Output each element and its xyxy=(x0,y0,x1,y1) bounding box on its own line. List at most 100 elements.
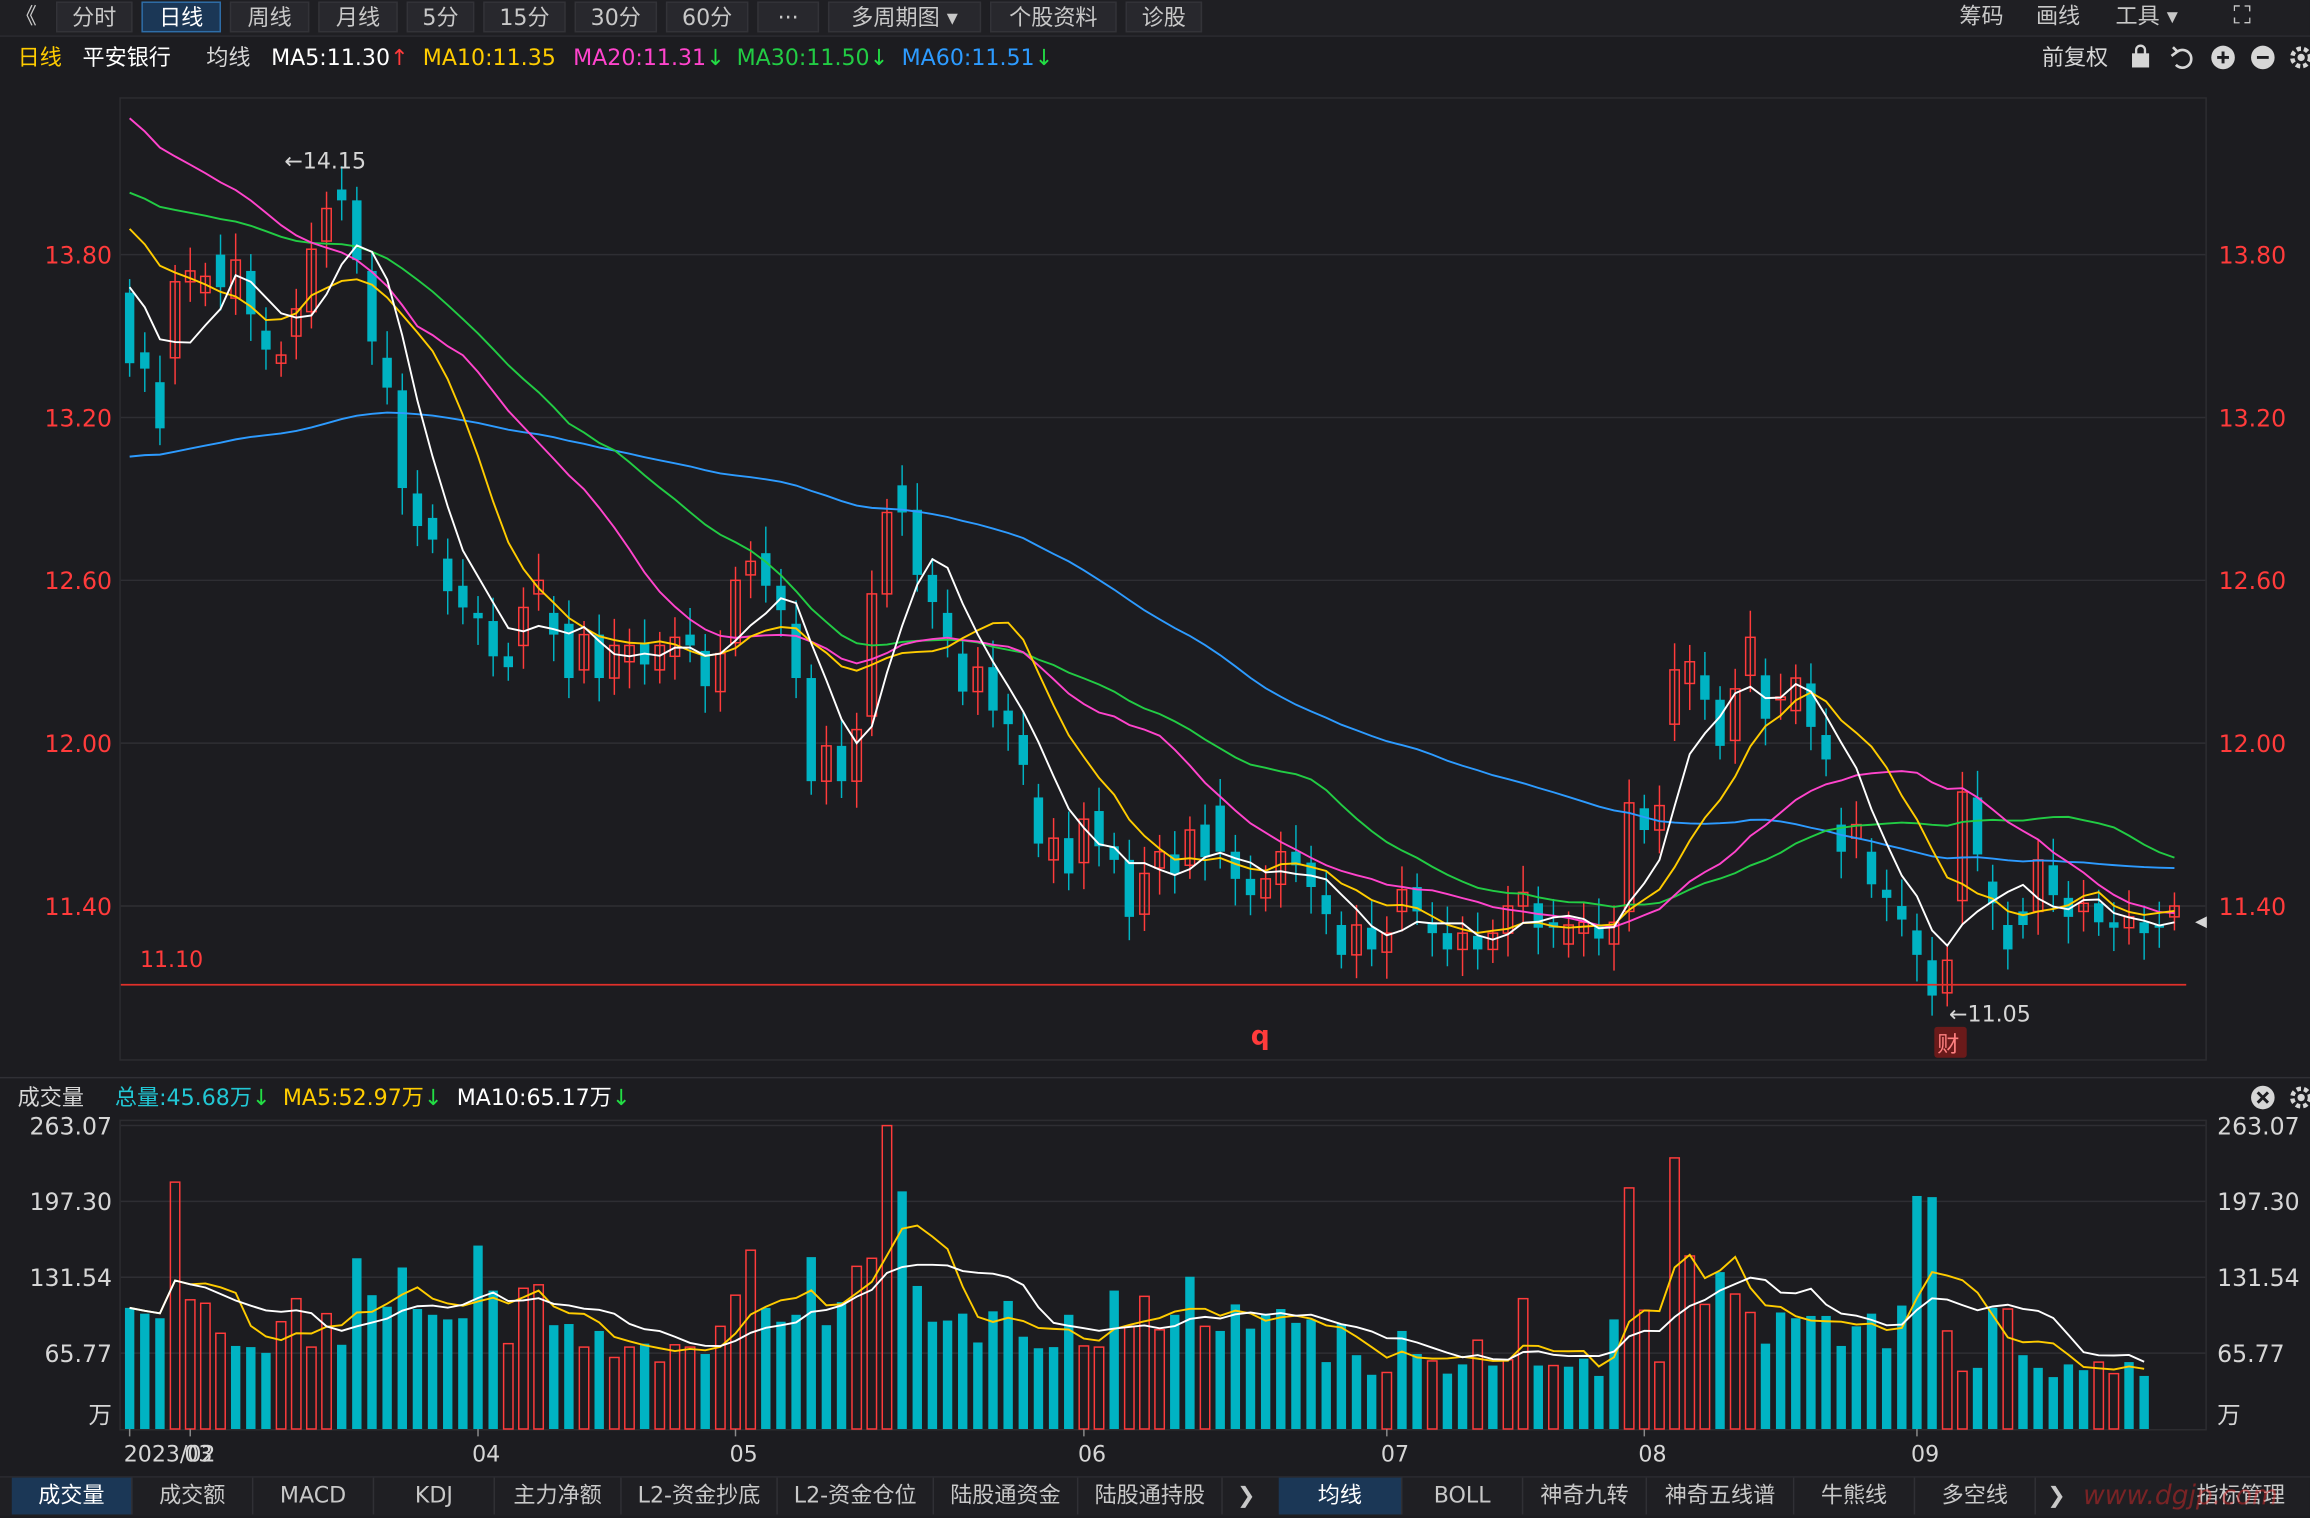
volume-bar-down xyxy=(230,1345,241,1430)
candle-down xyxy=(1715,699,1725,746)
candle-down xyxy=(1987,881,1998,904)
volume-bar-up xyxy=(184,1299,196,1430)
candle-up xyxy=(1563,924,1575,945)
tab-60min[interactable]: 60分 xyxy=(665,1,749,33)
plus-icon[interactable] xyxy=(2211,45,2235,70)
ma20-line xyxy=(129,117,2175,928)
indicator-northbound-fund[interactable]: 陆股通资金 xyxy=(934,1477,1079,1515)
indicator-turnover[interactable]: 成交额 xyxy=(133,1477,254,1515)
volume-bar-down xyxy=(1881,1348,1892,1430)
indicator-manage-button[interactable]: 指标管理 xyxy=(2196,1482,2285,1509)
volume-bar-up xyxy=(1699,1303,1711,1430)
x-axis-label: 03 xyxy=(184,1441,212,1467)
indicator-northbound-hold[interactable]: 陆股通持股 xyxy=(1078,1477,1223,1515)
tab-15min[interactable]: 15分 xyxy=(483,1,566,33)
volume-bar-down xyxy=(1306,1319,1316,1430)
volume-legend: 成交量 总量:45.68万↓ MA5:52.97万↓ MA10:65.17万↓ xyxy=(0,1080,2310,1115)
candle-down xyxy=(1245,878,1256,896)
volume-gear-icon[interactable] xyxy=(2290,1086,2310,1109)
event-marker-q: q xyxy=(1251,1020,1270,1051)
indicator-l2-bottom[interactable]: L2-资金抄底 xyxy=(622,1477,778,1515)
candle-down xyxy=(1366,927,1377,950)
indicator-macd[interactable]: MACD xyxy=(253,1477,375,1515)
volume-bar-down xyxy=(1775,1312,1786,1430)
back-icon[interactable]: 《 xyxy=(14,2,37,30)
volume-bar-down xyxy=(1851,1326,1862,1430)
volume-bar-up xyxy=(1517,1297,1529,1430)
volume-bar-down xyxy=(791,1314,801,1430)
diagnose-button[interactable]: 诊股 xyxy=(1125,1,1203,33)
adjust-mode[interactable]: 前复权 xyxy=(2041,44,2109,71)
chevron-right-icon-2[interactable]: ❯ xyxy=(2047,1482,2066,1509)
lock-icon[interactable] xyxy=(2132,44,2150,68)
overlay-td9[interactable]: 神奇九转 xyxy=(1523,1477,1648,1515)
candle-down xyxy=(2063,897,2074,917)
x-axis-label: 08 xyxy=(1638,1441,1666,1467)
candle-up xyxy=(1744,636,1756,677)
candle-up xyxy=(654,644,666,671)
volume-bar-down xyxy=(1791,1318,1801,1430)
more-periods-button[interactable]: ··· xyxy=(757,1,820,33)
volume-bar-up xyxy=(1154,1329,1166,1430)
candle-down xyxy=(1594,925,1604,939)
candle-up xyxy=(1351,924,1362,956)
multi-period-dropdown[interactable]: 多周期图 ▾ xyxy=(827,1,982,33)
overlay-five-lines[interactable]: 神奇五线谱 xyxy=(1647,1477,1795,1515)
candle-down xyxy=(124,292,135,364)
price-chart[interactable]: 13.80 13.80 13.20 13.20 12.60 12.60 12.00 12.00… xyxy=(0,88,2310,1075)
tab-5min[interactable]: 5分 xyxy=(406,1,475,33)
volume-chart[interactable]: 263.07 263.07 197.30 197.30 131.54 131.54 65.7… xyxy=(0,1114,2310,1476)
candle-down xyxy=(1427,922,1437,934)
tab-monthly[interactable]: 月线 xyxy=(318,1,398,33)
undo-icon[interactable] xyxy=(2170,46,2193,69)
overlay-long-short[interactable]: 多空线 xyxy=(1915,1477,2036,1515)
watermark: www.dgjp.com xyxy=(2083,1480,2278,1512)
indicator-l2-position[interactable]: L2-资金仓位 xyxy=(778,1477,935,1515)
close-icon[interactable] xyxy=(2251,1085,2275,1110)
overlay-boll[interactable]: BOLL xyxy=(1402,1477,1524,1515)
volume-bar-up xyxy=(654,1361,666,1430)
volume-bar-up xyxy=(1729,1293,1741,1430)
volume-tick-right: 65.77 xyxy=(2217,1340,2284,1368)
tab-30min[interactable]: 30分 xyxy=(574,1,658,33)
candle-down xyxy=(1533,903,1543,928)
gear-icon[interactable] xyxy=(2290,46,2310,69)
ma60-legend: MA60:11.51↓ xyxy=(901,44,1054,71)
volume-bar-down xyxy=(427,1314,438,1430)
volume-bar-down xyxy=(1533,1365,1543,1430)
fullscreen-icon[interactable]: ⛶ xyxy=(2233,1,2251,31)
stock-profile-button[interactable]: 个股资料 xyxy=(989,1,1117,33)
candle-up xyxy=(199,275,211,294)
volume-title[interactable]: 成交量 xyxy=(17,1084,84,1111)
indicator-main-net[interactable]: 主力净额 xyxy=(495,1477,622,1515)
candle-down xyxy=(942,612,953,638)
candle-down xyxy=(261,330,271,350)
volume-bar-up xyxy=(1381,1371,1393,1430)
price-tick-right: 12.60 xyxy=(2219,567,2286,595)
candle-up xyxy=(1275,850,1287,886)
volume-bar-up xyxy=(215,1332,226,1430)
candle-down xyxy=(912,509,922,575)
overlay-bull-bear[interactable]: 牛熊线 xyxy=(1794,1477,1916,1515)
price-tick-right: 13.80 xyxy=(2219,241,2286,269)
draw-line-button[interactable]: 画线 xyxy=(2035,2,2081,30)
chips-button[interactable]: 筹码 xyxy=(1959,2,2004,30)
minus-icon[interactable] xyxy=(2251,45,2275,70)
stock-name[interactable]: 平安银行 xyxy=(82,44,171,71)
volume-bar-down xyxy=(1215,1330,1225,1430)
chevron-right-icon[interactable]: ❯ xyxy=(1237,1482,1256,1509)
tab-fenshi[interactable]: 分时 xyxy=(55,1,133,33)
ma20-legend: MA20:11.31↓ xyxy=(573,44,725,71)
volume-bar-up xyxy=(199,1302,211,1430)
tools-dropdown[interactable]: 工具 ▾ xyxy=(2115,2,2178,30)
volume-bar-down xyxy=(1987,1307,1998,1430)
indicator-kdj[interactable]: KDJ xyxy=(374,1477,495,1515)
ma-label[interactable]: 均线 xyxy=(206,44,251,71)
tab-weekly[interactable]: 周线 xyxy=(229,1,310,33)
tab-daily[interactable]: 日线 xyxy=(141,1,221,33)
indicator-volume[interactable]: 成交量 xyxy=(11,1477,133,1515)
pane-separator[interactable] xyxy=(0,1076,2310,1079)
overlay-ma[interactable]: 均线 xyxy=(1278,1477,1403,1515)
volume-bar-up xyxy=(1623,1187,1635,1430)
